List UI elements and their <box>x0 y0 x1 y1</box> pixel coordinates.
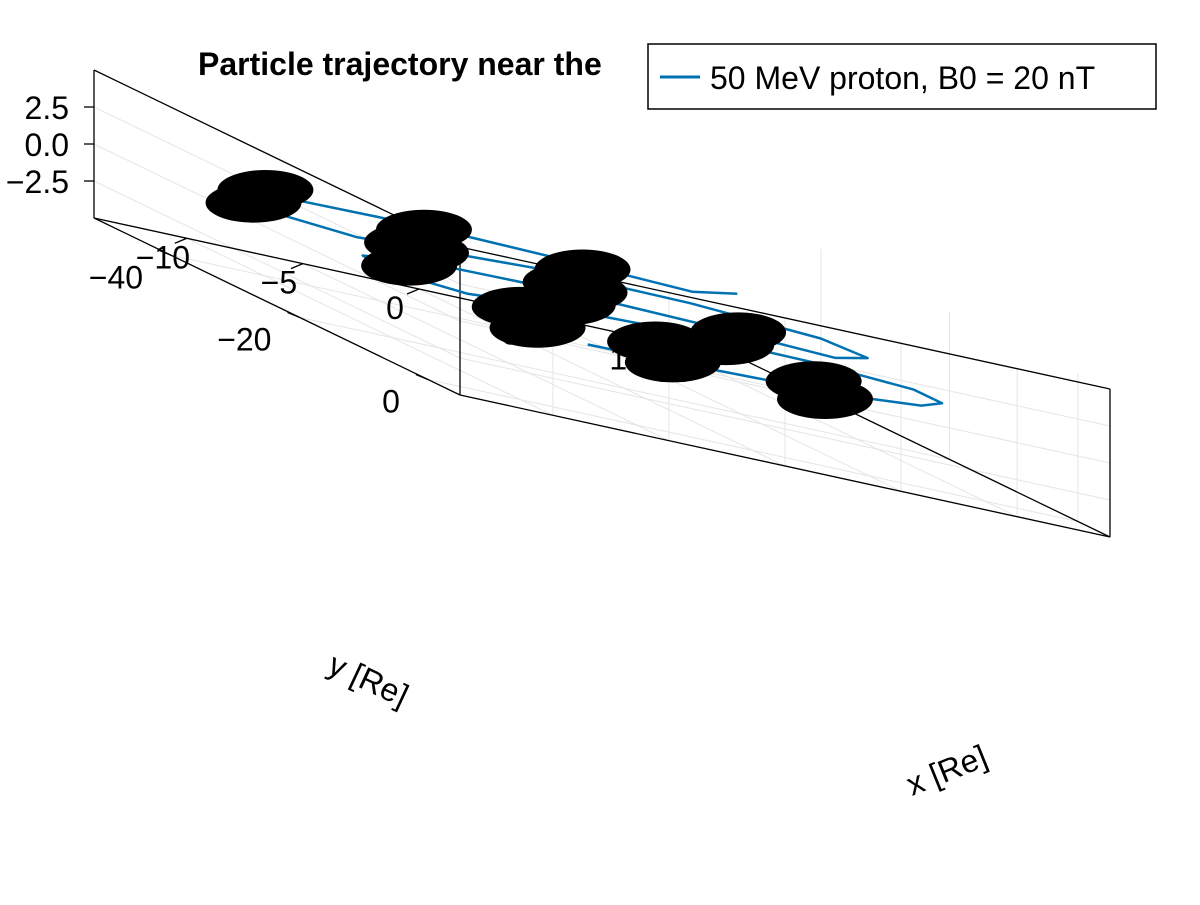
z-tick-label: −2.5 <box>6 164 69 200</box>
marker-ellipse <box>217 169 314 210</box>
legend: 50 MeV proton, B0 = 20 nT <box>647 43 1157 110</box>
axis-frame-edge <box>93 217 461 396</box>
x-gridline-floor <box>418 288 786 467</box>
marker-ellipse <box>607 321 704 362</box>
axis-frame-edge <box>459 394 1111 538</box>
marker-layer <box>205 169 874 420</box>
y-tick-mark <box>415 373 429 381</box>
y-gridline-floor <box>427 378 1079 522</box>
y-tick-mark <box>287 311 300 318</box>
legend-frame <box>647 43 1157 110</box>
y-axis-label: y [Re] <box>323 646 414 714</box>
x-gridline-floor <box>534 313 902 492</box>
y-tick-label: −40 <box>89 259 143 295</box>
marker-ellipse <box>690 312 787 353</box>
x-tick-label: −5 <box>261 265 297 301</box>
marker-ellipse <box>375 209 472 250</box>
z-gridline-wall-left <box>93 143 461 322</box>
y-gridline-floor <box>299 316 950 460</box>
y-tick-label: −20 <box>217 321 271 357</box>
z-tick-label: 0.0 <box>25 127 69 163</box>
x-tick-label: 10 <box>609 341 645 377</box>
marker-ellipse <box>534 249 631 290</box>
legend-entry-label: 50 MeV proton, B0 = 20 nT <box>710 60 1095 96</box>
x-tick-label: 5 <box>502 315 520 351</box>
x-tick-label: −10 <box>136 239 190 275</box>
x-tick-mark <box>290 263 304 270</box>
z-gridline-wall-back <box>459 357 1111 501</box>
x-tick-label: 0 <box>386 290 404 326</box>
x-gridline-floor <box>302 263 670 442</box>
chart-title: Particle trajectory near the <box>198 46 602 82</box>
y-tick-mark <box>158 249 172 256</box>
x-tick-mark <box>174 237 188 244</box>
x-tick-mark <box>406 288 420 295</box>
z-gridline-wall-left <box>93 180 461 359</box>
z-tick-label: 2.5 <box>25 90 69 126</box>
y-tick-label: 0 <box>382 383 400 419</box>
labels-layer: −10 −5 0 5 10 0 −20 −40 2.50.0−2.5 <box>6 90 645 419</box>
marker-ellipse <box>765 361 862 402</box>
x-gridline-floor <box>186 237 554 416</box>
x-axis-label: x [Re] <box>901 738 992 803</box>
